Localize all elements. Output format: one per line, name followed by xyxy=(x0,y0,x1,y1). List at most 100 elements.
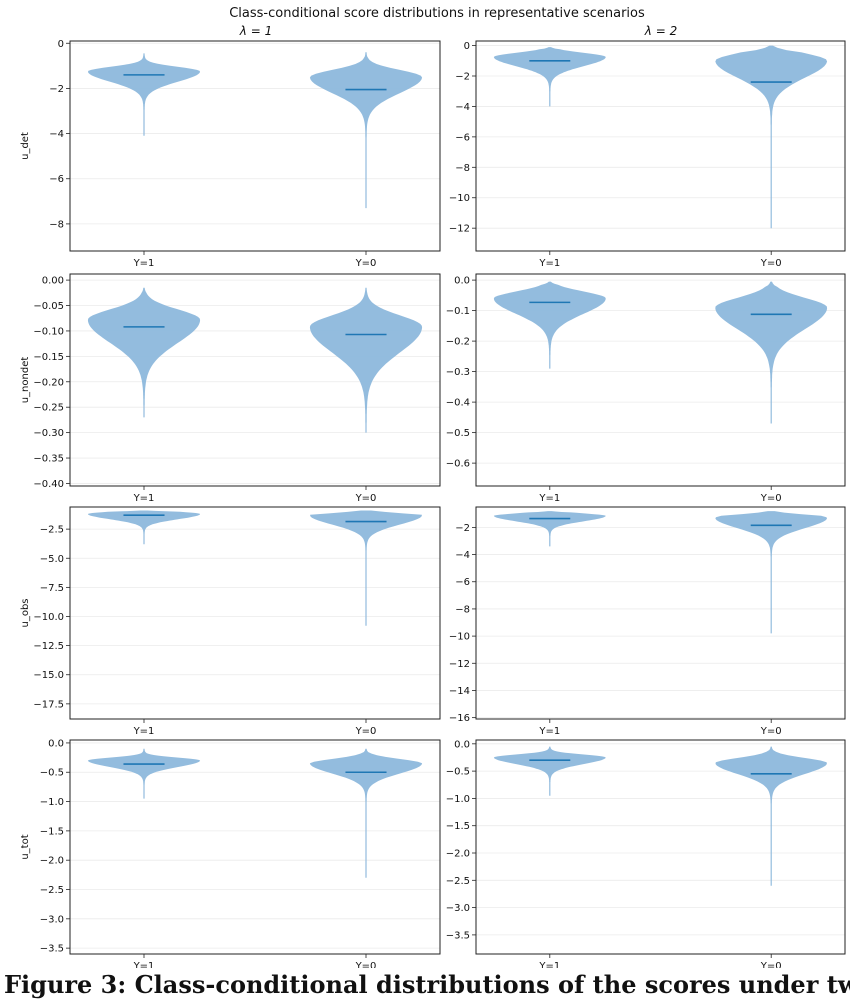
y-tick-label: −0.20 xyxy=(33,377,64,388)
x-tick-label: Y=0 xyxy=(355,258,377,269)
y-tick-label: −3.0 xyxy=(446,903,470,914)
y-tick-label: −1.5 xyxy=(446,821,470,832)
panel-3: 0.0 −0.1 −0.2 −0.3 −0.4 −0.5 −0.6 Y=1 Y=0 xyxy=(446,273,846,504)
y-tick-label: −10 xyxy=(449,632,470,643)
y-tick-label: −7.5 xyxy=(40,583,64,594)
violin-Y=1 xyxy=(88,53,200,136)
y-tick-label: 0.0 xyxy=(48,738,64,749)
column-title-right: λ = 2 xyxy=(644,24,677,38)
violin-Y=0 xyxy=(715,511,827,634)
y-tick-label: −8 xyxy=(455,604,470,615)
axes-frame xyxy=(69,273,441,487)
y-tick-label: −0.4 xyxy=(446,398,470,409)
violin-Y=1 xyxy=(493,281,606,369)
y-tick-label: −0.5 xyxy=(446,767,470,778)
y-tick-label: −0.2 xyxy=(446,337,470,348)
y-tick-label: −2.0 xyxy=(40,856,64,867)
violin-figure: Class-conditional score distributions in… xyxy=(20,6,846,968)
x-tick-label: Y=0 xyxy=(355,493,377,504)
x-tick-label: Y=1 xyxy=(133,726,155,737)
y-axis-label: u_det xyxy=(20,132,31,160)
y-tick-label: −0.35 xyxy=(33,454,64,465)
y-tick-label: −0.3 xyxy=(446,367,470,378)
y-tick-label: −1.0 xyxy=(446,794,470,805)
x-tick-label: Y=1 xyxy=(133,493,155,504)
violin-Y=0 xyxy=(309,287,423,433)
y-axis-label: u_tot xyxy=(20,834,31,859)
y-tick-label: 0.00 xyxy=(42,276,64,287)
y-tick-label: −10 xyxy=(449,193,470,204)
y-tick-label: −3.5 xyxy=(40,944,64,955)
panel-7: 0.0 −0.5 −1.0 −1.5 −2.0 −2.5 −3.0 −3.5 Y=1 Y=0 xyxy=(446,739,846,968)
y-tick-label: −2 xyxy=(49,84,64,95)
violin-Y=1 xyxy=(87,287,201,418)
y-tick-label: −12 xyxy=(449,659,470,670)
violin-Y=0 xyxy=(715,746,827,886)
x-tick-label: Y=0 xyxy=(760,961,782,968)
violin-Y=1 xyxy=(88,510,200,545)
panel-0: 0 −2 −4 −6 −8 Y=1 Y=0 u_det xyxy=(20,39,441,269)
y-tick-label: −0.05 xyxy=(33,301,64,312)
x-tick-label: Y=1 xyxy=(133,258,155,269)
y-tick-label: −2.5 xyxy=(40,885,64,896)
y-tick-label: −3.0 xyxy=(40,914,64,925)
y-tick-label: 0.0 xyxy=(454,276,470,287)
y-tick-label: −2 xyxy=(455,523,470,534)
violin-Y=1 xyxy=(493,746,606,796)
x-tick-label: Y=1 xyxy=(538,726,560,737)
panel-1: 0 −2 −4 −6 −8 −10 −12 Y=1 Y=0 xyxy=(449,40,846,269)
y-tick-label: −5.0 xyxy=(40,554,64,565)
y-tick-label: −14 xyxy=(449,686,470,697)
violin-Y=0 xyxy=(715,281,828,424)
y-tick-label: −6 xyxy=(455,577,470,588)
violin-Y=1 xyxy=(87,748,201,799)
y-tick-label: −0.10 xyxy=(33,326,64,337)
y-tick-label: −12.5 xyxy=(33,641,64,652)
y-tick-label: −4 xyxy=(49,129,64,140)
y-tick-label: −1.0 xyxy=(40,797,64,808)
y-tick-label: −0.5 xyxy=(40,768,64,779)
y-tick-label: −0.5 xyxy=(446,428,470,439)
axes-frame xyxy=(69,739,441,955)
y-tick-label: −0.15 xyxy=(33,352,64,363)
violin-Y=1 xyxy=(493,511,606,547)
y-tick-label: −8 xyxy=(49,219,64,230)
y-tick-label: −2.0 xyxy=(446,849,470,860)
y-tick-label: −1.5 xyxy=(40,826,64,837)
y-tick-label: −12 xyxy=(449,224,470,235)
panel-5: −2 −4 −6 −8 −10 −12 −14 −16 Y=1 Y=0 xyxy=(449,506,846,737)
column-title-left: λ = 1 xyxy=(239,24,272,38)
y-tick-label: −0.6 xyxy=(446,459,470,470)
figure-title: Class-conditional score distributions in… xyxy=(229,6,645,21)
figure-caption: Figure 3: Class-conditional distribution… xyxy=(4,970,850,999)
y-tick-label: −4 xyxy=(455,550,470,561)
y-tick-label: −2.5 xyxy=(446,876,470,887)
x-tick-label: Y=1 xyxy=(538,961,560,968)
y-tick-label: −3.5 xyxy=(446,930,470,941)
violin-Y=0 xyxy=(310,510,422,626)
violin-Y=0 xyxy=(309,748,423,878)
y-tick-label: −0.40 xyxy=(33,479,64,490)
y-tick-label: −2 xyxy=(455,72,470,83)
axes-frame xyxy=(475,273,846,487)
y-tick-label: −8 xyxy=(455,163,470,174)
violin-Y=0 xyxy=(309,52,423,209)
axes-frame xyxy=(475,506,846,720)
x-tick-label: Y=0 xyxy=(760,726,782,737)
y-tick-label: −2.5 xyxy=(40,525,64,536)
panel-2: 0.00 −0.05 −0.10 −0.15 −0.20 −0.25 −0.30 −0.35 −… xyxy=(20,273,441,504)
y-tick-label: −6 xyxy=(455,132,470,143)
x-tick-label: Y=0 xyxy=(760,258,782,269)
panels-group: 0 −2 −4 −6 −8 Y=1 Y=0 u_det 0 −2 −4 −6 −8 −10 −12 Y=1 Y=… xyxy=(20,39,846,968)
y-axis-label: u_nondet xyxy=(20,357,31,404)
y-tick-label: −0.1 xyxy=(446,306,470,317)
y-tick-label: −16 xyxy=(449,713,470,724)
x-tick-label: Y=1 xyxy=(538,258,560,269)
y-tick-label: 0.0 xyxy=(454,739,470,750)
y-tick-label: −4 xyxy=(455,102,470,113)
axes-frame xyxy=(69,40,441,252)
y-tick-label: −10.0 xyxy=(33,612,64,623)
x-tick-label: Y=0 xyxy=(355,961,377,968)
y-tick-label: −15.0 xyxy=(33,670,64,681)
y-tick-label: −0.25 xyxy=(33,403,64,414)
